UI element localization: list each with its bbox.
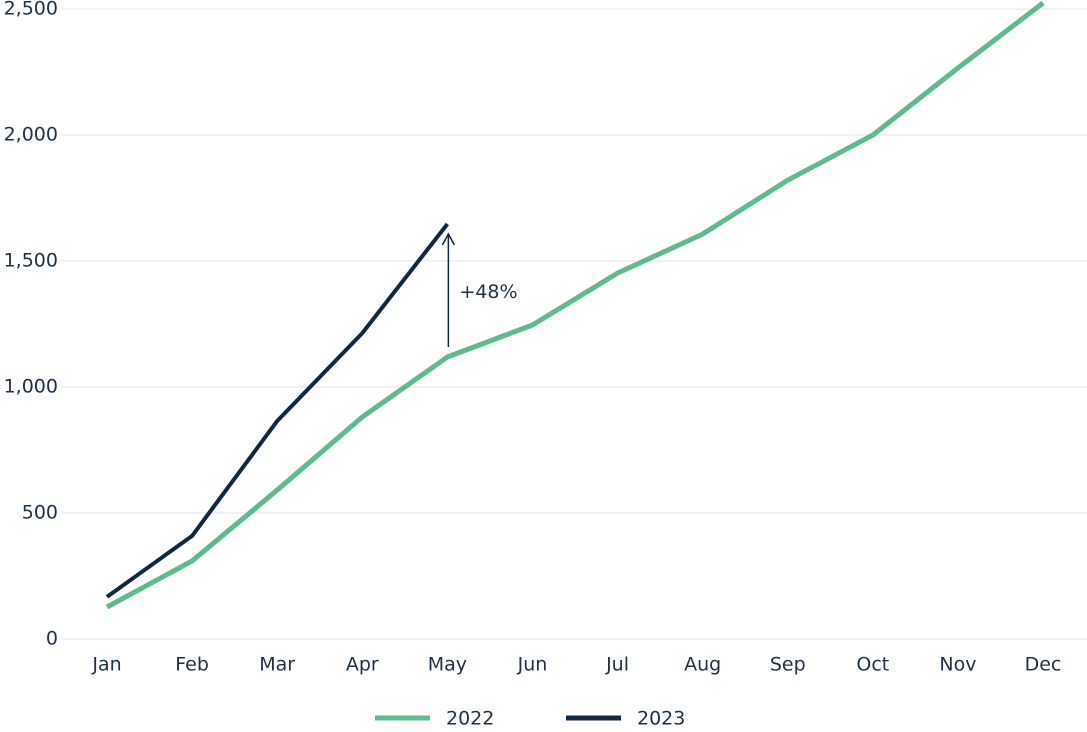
legend-label: 2022 [446, 708, 494, 730]
x-tick-label: Dec [1025, 654, 1062, 676]
x-tick-label: Aug [684, 654, 721, 676]
x-tick-label: Nov [939, 654, 976, 676]
x-tick-label: Jun [517, 654, 548, 676]
y-tick-label: 0 [46, 628, 58, 650]
y-tick-label: 500 [22, 502, 58, 524]
y-tick-label: 1,000 [4, 376, 58, 398]
x-tick-label: Sep [770, 654, 806, 676]
x-tick-label: Jan [91, 654, 121, 676]
annotation: +48% [459, 281, 517, 303]
y-tick-label: 2,000 [4, 124, 58, 146]
x-tick-label: Feb [175, 654, 209, 676]
y-tick-label: 2,500 [4, 0, 58, 20]
y-tick-label: 1,500 [4, 250, 58, 272]
series-line [105, 222, 449, 599]
x-tick-label: Mar [259, 654, 295, 676]
x-tick-label: Oct [856, 654, 889, 676]
x-tick-label: May [428, 654, 467, 676]
legend-label: 2023 [637, 708, 685, 730]
annotation-arrowhead [441, 232, 456, 246]
x-tick-label: Apr [346, 654, 379, 676]
series-line [105, 1, 1045, 610]
x-tick-label: Jul [605, 654, 629, 676]
